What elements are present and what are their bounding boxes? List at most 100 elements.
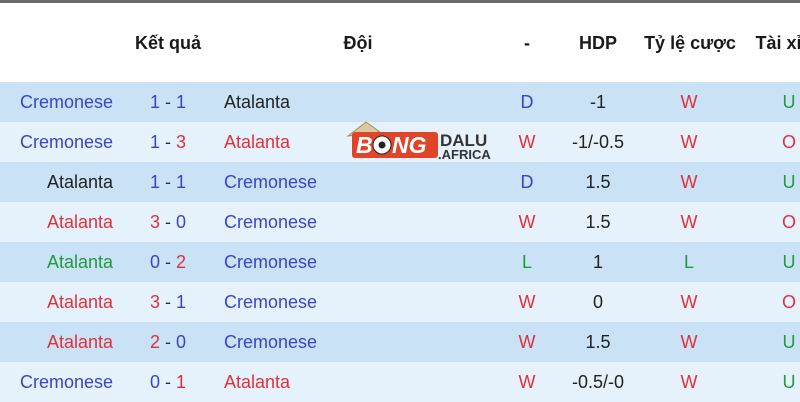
over-under-result: U xyxy=(782,332,796,352)
score-separator: - xyxy=(160,132,176,152)
over-under-result: O xyxy=(781,132,797,152)
over-under-result: O xyxy=(781,292,797,312)
table-row[interactable]: Cremonese 0 - 1 Atalanta W -0.5/-0 W U xyxy=(0,362,800,402)
handicap: 1.5 xyxy=(585,172,611,192)
score-separator: - xyxy=(160,92,176,112)
away-team[interactable]: Atalanta xyxy=(224,372,291,392)
home-score: 2 xyxy=(149,332,160,352)
handicap: -1 xyxy=(589,92,607,112)
home-score: 1 xyxy=(149,92,160,112)
score: 2 - 0 xyxy=(150,332,186,352)
table-row[interactable]: Atalanta 3 - 1 Cremonese W 0 W O xyxy=(0,282,800,322)
table-row[interactable]: Cremonese 1 - 1 Atalanta D -1 W U xyxy=(0,82,800,122)
match-result: D xyxy=(520,172,534,192)
score: 0 - 2 xyxy=(150,252,186,272)
header-result: Kết quả xyxy=(134,33,202,53)
score: 3 - 1 xyxy=(150,292,186,312)
away-score: 1 xyxy=(176,292,187,312)
score-separator: - xyxy=(160,332,176,352)
over-under-result: U xyxy=(782,252,796,272)
home-team[interactable]: Atalanta xyxy=(46,172,113,192)
away-score: 2 xyxy=(176,252,187,272)
odds-result: W xyxy=(680,372,698,392)
handicap: 0 xyxy=(592,292,604,312)
odds-result: W xyxy=(680,132,698,152)
away-score: 1 xyxy=(176,92,187,112)
over-under-result: U xyxy=(782,92,796,112)
home-team[interactable]: Cremonese xyxy=(19,92,113,112)
table-row[interactable]: Atalanta 0 - 2 Cremonese L 1 L U xyxy=(0,242,800,282)
away-team[interactable]: Cremonese xyxy=(224,212,318,232)
table-row[interactable]: Atalanta 1 - 1 Cremonese D 1.5 W U xyxy=(0,162,800,202)
odds-result: L xyxy=(683,252,695,272)
home-score: 3 xyxy=(149,212,160,232)
svg-text:.AFRICA: .AFRICA xyxy=(438,147,491,162)
score-separator: - xyxy=(160,252,176,272)
home-team[interactable]: Cremonese xyxy=(19,132,113,152)
odds-result: W xyxy=(680,212,698,232)
away-score: 0 xyxy=(176,212,187,232)
away-score: 1 xyxy=(176,372,187,392)
header-odds: Tỷ lệ cược xyxy=(644,33,736,53)
odds-result: W xyxy=(680,332,698,352)
table-row[interactable]: Atalanta 3 - 0 Cremonese W 1.5 W O xyxy=(0,202,800,242)
odds-result: W xyxy=(680,292,698,312)
top-border xyxy=(0,0,800,3)
odds-result: W xyxy=(680,172,698,192)
home-score: 0 xyxy=(149,372,160,392)
match-result: W xyxy=(518,212,536,232)
score-separator: - xyxy=(160,292,176,312)
home-score: 1 xyxy=(149,132,160,152)
match-result: W xyxy=(518,292,536,312)
table-header: Kết quả Đội - HDP Tỷ lệ cược Tài xỉu xyxy=(0,3,800,82)
score: 1 - 1 xyxy=(150,172,186,192)
svg-text:DALU: DALU xyxy=(440,131,487,150)
home-team[interactable]: Atalanta xyxy=(46,252,113,272)
away-team[interactable]: Atalanta xyxy=(224,92,291,112)
away-score: 1 xyxy=(176,172,187,192)
header-team: Đội xyxy=(343,33,373,53)
home-score: 0 xyxy=(149,252,160,272)
handicap: 1 xyxy=(592,252,604,272)
away-team[interactable]: Cremonese xyxy=(224,332,318,352)
match-result: D xyxy=(520,92,534,112)
over-under-result: U xyxy=(782,172,796,192)
score: 0 - 1 xyxy=(150,372,186,392)
score: 1 - 1 xyxy=(150,92,186,112)
score: 1 - 3 xyxy=(150,132,186,152)
handicap: 1.5 xyxy=(585,332,611,352)
svg-text:NG: NG xyxy=(392,132,427,158)
table-row[interactable]: Atalanta 2 - 0 Cremonese W 1.5 W U xyxy=(0,322,800,362)
handicap: 1.5 xyxy=(585,212,611,232)
over-under-result: O xyxy=(781,212,797,232)
score-separator: - xyxy=(160,172,176,192)
away-team[interactable]: Cremonese xyxy=(224,252,318,272)
svg-text:B: B xyxy=(356,132,373,158)
away-score: 3 xyxy=(176,132,187,152)
match-result: L xyxy=(521,252,533,272)
handicap: -0.5/-0 xyxy=(571,372,625,392)
header-hdp: HDP xyxy=(578,33,618,53)
home-team[interactable]: Cremonese xyxy=(19,372,113,392)
over-under-result: U xyxy=(782,372,796,392)
away-score: 0 xyxy=(176,332,187,352)
bongdalu-watermark-logo: B NG DALU .AFRICA xyxy=(346,121,491,162)
away-team[interactable]: Cremonese xyxy=(224,172,318,192)
score: 3 - 0 xyxy=(150,212,186,232)
home-team[interactable]: Atalanta xyxy=(46,292,113,312)
home-team[interactable]: Atalanta xyxy=(46,332,113,352)
match-result: W xyxy=(518,332,536,352)
handicap: -1/-0.5 xyxy=(571,132,625,152)
odds-result: W xyxy=(680,92,698,112)
match-result: W xyxy=(518,372,536,392)
score-separator: - xyxy=(160,372,176,392)
home-score: 1 xyxy=(149,172,160,192)
header-over-under: Tài xỉu xyxy=(755,33,800,53)
away-team[interactable]: Cremonese xyxy=(224,292,318,312)
away-team[interactable]: Atalanta xyxy=(224,132,291,152)
score-separator: - xyxy=(160,212,176,232)
home-team[interactable]: Atalanta xyxy=(46,212,113,232)
header-dash: - xyxy=(524,33,530,53)
home-score: 3 xyxy=(149,292,160,312)
match-result: W xyxy=(518,132,536,152)
